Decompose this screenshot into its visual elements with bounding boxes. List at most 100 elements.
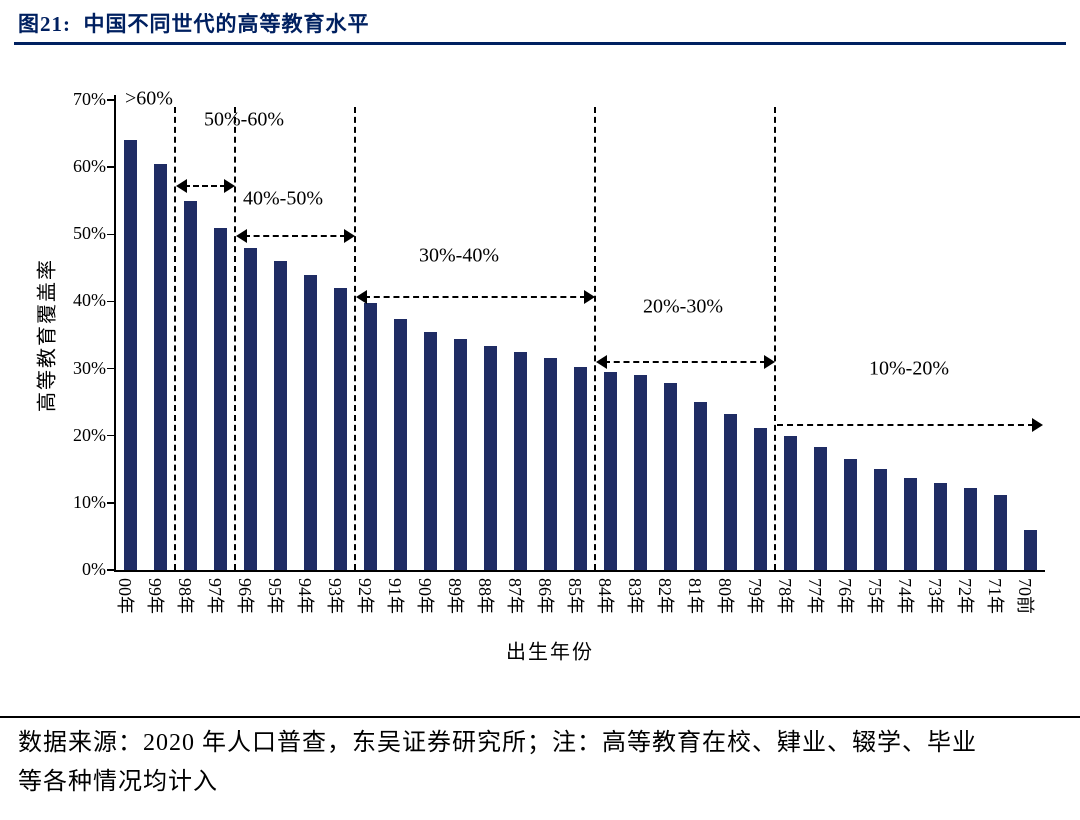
arrow-head-left-icon <box>176 179 187 193</box>
x-tick-label: 84年 <box>595 578 615 614</box>
x-axis-line <box>114 570 1045 572</box>
bracket-divider-line <box>594 107 596 570</box>
bar <box>333 288 347 570</box>
bar <box>813 447 827 570</box>
y-axis-tick <box>107 367 114 370</box>
x-tick-label: 99年 <box>145 578 165 614</box>
bracket-label: 50%-60% <box>204 108 284 131</box>
source-note: 数据来源：2020 年人口普查，东吴证券研究所；注：高等教育在校、肄业、辍学、毕… <box>18 730 977 795</box>
bar <box>483 345 497 570</box>
bracket-label: 10%-20% <box>869 357 949 380</box>
y-axis-title: 高等教育覆盖率 <box>36 258 59 412</box>
x-axis-title: 出生年份 <box>506 641 594 664</box>
bar <box>873 469 887 570</box>
x-tick-label: 72年 <box>955 578 975 614</box>
bar <box>723 413 737 570</box>
bar <box>603 371 617 570</box>
x-tick-label: 73年 <box>925 578 945 614</box>
x-tick-label: 86年 <box>535 578 555 614</box>
bar <box>303 274 317 570</box>
bar <box>273 261 287 570</box>
y-tick-label: 0% <box>82 559 106 579</box>
x-tick-label: 94年 <box>295 578 315 614</box>
x-tick-label: 76年 <box>835 578 855 614</box>
bracket-divider-line <box>354 107 356 570</box>
bracket-arrow-line <box>777 424 1034 426</box>
y-axis-tick <box>107 434 114 437</box>
y-tick-label: 50% <box>73 223 106 244</box>
bar <box>903 478 917 570</box>
bar <box>993 494 1007 570</box>
bracket-arrow-line <box>244 235 346 237</box>
bar <box>123 140 137 570</box>
y-axis-tick <box>107 166 114 168</box>
bar <box>843 459 857 570</box>
x-tick-label: 95年 <box>265 578 285 614</box>
x-tick-label: 83年 <box>625 578 645 614</box>
bar <box>213 227 227 570</box>
bar <box>423 332 437 570</box>
arrow-head-right-icon <box>224 179 235 193</box>
bar <box>783 435 797 570</box>
x-tick-label: 85年 <box>565 578 585 614</box>
title-rule <box>14 42 1066 45</box>
y-tick-label: 70% <box>73 89 106 109</box>
bar <box>693 402 707 570</box>
y-axis-tick <box>107 233 114 236</box>
x-tick-label: 70前 <box>1015 578 1035 614</box>
bracket-arrow-line <box>184 185 226 187</box>
x-tick-label: 00年 <box>115 578 135 614</box>
x-tick-label: 71年 <box>985 578 1005 614</box>
bar <box>393 318 407 570</box>
bar <box>153 163 167 570</box>
bracket-label: >60% <box>125 87 173 110</box>
x-tick-label: 81年 <box>685 578 705 614</box>
x-tick-label: 77年 <box>805 578 825 614</box>
y-axis-tick <box>107 502 114 504</box>
bar <box>183 200 197 570</box>
bracket-label: 40%-50% <box>243 187 323 210</box>
bar <box>933 482 947 570</box>
bar <box>663 383 677 570</box>
y-axis-line <box>114 95 116 570</box>
x-tick-label: 82年 <box>655 578 675 614</box>
bar <box>753 427 767 570</box>
x-tick-label: 97年 <box>205 578 225 614</box>
arrow-head-right-icon <box>1032 418 1043 432</box>
arrow-head-left-icon <box>356 290 367 304</box>
bar <box>633 375 647 570</box>
y-tick-label: 30% <box>73 357 106 378</box>
bracket-divider-line <box>174 107 176 570</box>
x-tick-label: 91年 <box>385 578 405 614</box>
x-tick-label: 92年 <box>355 578 375 614</box>
bracket-divider-line <box>234 107 236 570</box>
bar <box>1023 529 1037 570</box>
x-tick-label: 96年 <box>235 578 255 614</box>
arrow-head-right-icon <box>344 229 355 243</box>
bar <box>453 339 467 570</box>
bracket-divider-line <box>774 107 776 570</box>
y-tick-label: 20% <box>73 424 106 445</box>
y-tick-label: 40% <box>73 290 106 311</box>
x-tick-label: 89年 <box>445 578 465 614</box>
y-axis-tick <box>107 300 114 303</box>
x-tick-label: 80年 <box>715 578 735 614</box>
bracket-label: 20%-30% <box>643 295 723 318</box>
bar <box>513 352 527 570</box>
x-tick-label: 87年 <box>505 578 525 614</box>
x-tick-label: 93年 <box>325 578 345 614</box>
bar <box>363 302 377 570</box>
bracket-arrow-line <box>604 361 766 363</box>
footer-rule <box>0 716 1080 718</box>
y-tick-label: 60% <box>73 156 106 177</box>
bracket-arrow-line <box>364 296 586 298</box>
x-tick-label: 88年 <box>475 578 495 614</box>
arrow-head-left-icon <box>596 355 607 369</box>
y-tick-label: 10% <box>73 491 106 512</box>
bar <box>243 247 257 570</box>
x-tick-label: 98年 <box>175 578 195 614</box>
bar <box>963 488 977 570</box>
y-axis-tick <box>107 99 114 101</box>
bar <box>573 366 587 570</box>
